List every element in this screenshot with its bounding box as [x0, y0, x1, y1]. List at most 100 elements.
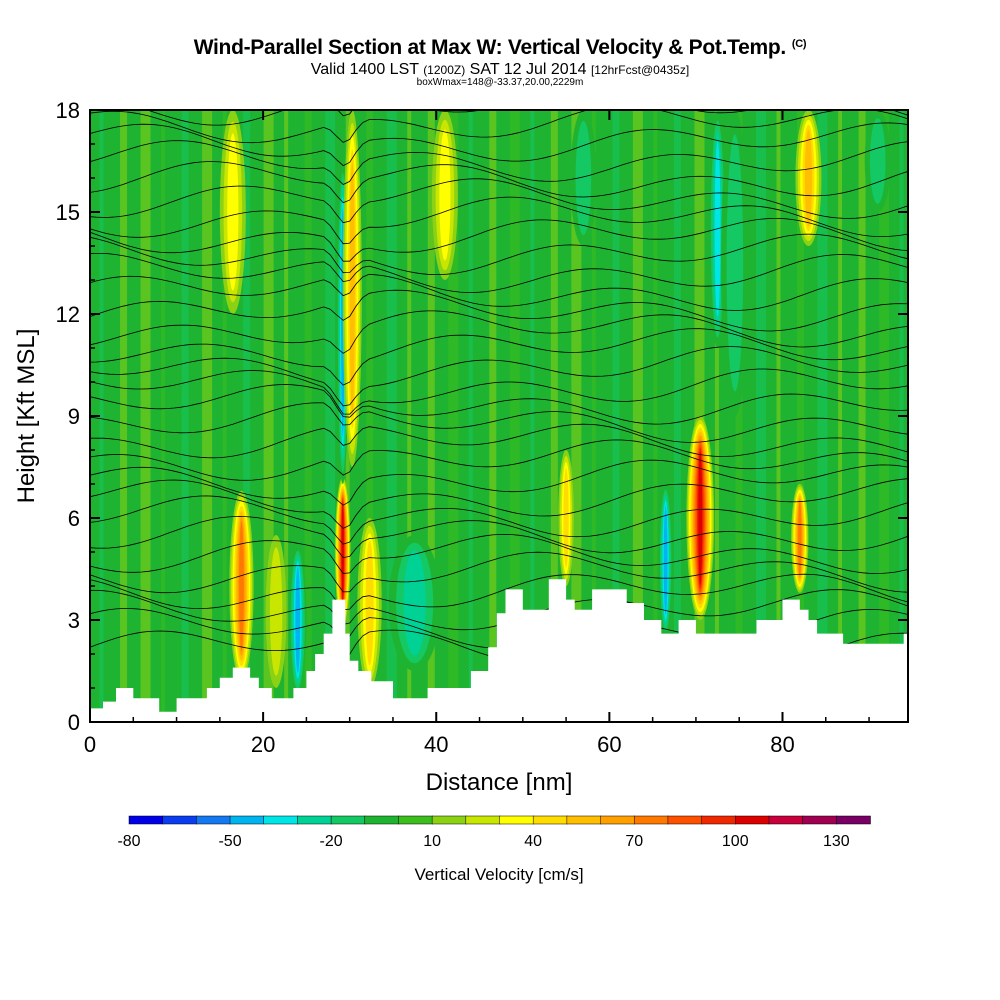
colorbar-swatch — [566, 815, 602, 825]
colorbar-swatch — [836, 815, 871, 825]
terrain — [90, 579, 908, 722]
isentrope-line — [90, 233, 908, 275]
isentrope-line — [90, 273, 908, 311]
velocity-streak — [243, 110, 251, 722]
colorbar-swatch — [398, 815, 433, 825]
isentrope-line — [90, 495, 908, 545]
isentrope-line — [90, 196, 908, 245]
y-tick-label: 18 — [56, 98, 80, 123]
isentrope-line — [90, 533, 908, 574]
x-axis-title: Distance [nm] — [426, 769, 573, 796]
x-tick-label: 0 — [84, 732, 96, 757]
colorbar-label: 100 — [722, 833, 749, 850]
y-axis: 0 3 6 9 12 15 18 — [56, 98, 908, 735]
y-tick-label: 9 — [68, 404, 80, 429]
velocity-cell — [341, 502, 344, 602]
velocity-streak — [550, 110, 558, 722]
colorbar-swatch — [532, 815, 568, 825]
velocity-streak — [838, 110, 843, 722]
velocity-streak — [797, 110, 805, 722]
velocity-cell — [563, 468, 569, 568]
chart-title: Wind-Parallel Section at Max W: Vertical… — [0, 36, 1000, 60]
velocity-streak — [714, 110, 719, 722]
velocity-streak — [263, 110, 274, 722]
velocity-cell — [575, 120, 592, 236]
velocity-cell — [439, 129, 451, 261]
velocity-streak — [858, 110, 866, 722]
colorbar-swatch — [499, 815, 534, 825]
velocity-cell — [726, 134, 744, 392]
velocity-streak — [755, 110, 766, 722]
isentrope-line — [90, 384, 908, 425]
y-tick-label: 6 — [68, 506, 80, 531]
velocity-streak — [509, 110, 520, 722]
colorbar-swatch — [196, 815, 231, 825]
velocity-streak — [653, 110, 658, 722]
velocity-streak — [140, 110, 151, 722]
velocity-streak — [181, 110, 189, 722]
isentrope-line — [90, 459, 908, 506]
velocity-cell — [804, 129, 812, 227]
colorbar-swatch — [667, 815, 703, 825]
isentrope-line — [90, 573, 908, 611]
velocity-streak — [673, 110, 681, 722]
isentrope-line — [90, 310, 908, 354]
y-tick-label: 0 — [68, 710, 80, 735]
colorbar-swatch — [263, 815, 299, 825]
isentrope-line — [90, 439, 908, 481]
isentrope-line — [90, 218, 908, 262]
velocity-streak — [386, 110, 397, 722]
valid-time: Valid 1400 LST — [310, 61, 419, 78]
colorbar-label: 130 — [823, 833, 850, 850]
isentrope-line — [90, 515, 908, 559]
velocity-cell — [365, 540, 374, 666]
colorbar-swatch — [701, 815, 737, 825]
velocity-streak — [612, 110, 620, 722]
colorbar-label: 70 — [625, 833, 643, 850]
colorbar-label: -50 — [218, 833, 241, 850]
isentrope-line — [90, 328, 908, 386]
colorbar-label: -80 — [117, 833, 140, 850]
colorbar-title: Vertical Velocity [cm/s] — [414, 865, 583, 884]
chart-subtitle: Valid 1400 LST (1200Z) SAT 12 Jul 2014 [… — [0, 61, 1000, 79]
velocity-streak — [366, 110, 374, 722]
colorbar-swatch — [364, 815, 400, 825]
velocity-streak — [468, 110, 473, 722]
colorbar: -80 -50 -20 10 40 70 100 130 — [117, 815, 871, 850]
colorbar-label: 40 — [524, 833, 542, 850]
velocity-cell — [663, 506, 668, 615]
x-tick-label: 80 — [770, 732, 794, 757]
velocity-streak — [448, 110, 459, 722]
x-tick-label: 60 — [597, 732, 621, 757]
y-tick-label: 12 — [56, 302, 80, 327]
velocity-streak — [222, 110, 227, 722]
isentrope-line — [90, 253, 908, 293]
velocity-streak — [489, 110, 497, 722]
isentrope-line — [90, 289, 908, 332]
colorbar-swatch — [330, 815, 366, 825]
colorbar-swatch — [431, 815, 467, 825]
velocity-cell — [269, 547, 283, 676]
velocity-streak — [202, 110, 213, 722]
velocity-cell — [295, 566, 301, 674]
isentrope-line — [90, 178, 908, 224]
velocity-streak — [161, 110, 166, 722]
box-info: boxWmax=148@-33.37,20.00,2229m — [416, 77, 584, 88]
isentrope-line — [90, 423, 908, 459]
copyright-mark: (C) — [791, 38, 807, 50]
x-tick-label: 20 — [251, 732, 275, 757]
velocity-streak — [120, 110, 128, 722]
velocity-streak — [325, 110, 336, 722]
velocity-streak — [407, 110, 412, 722]
velocity-cell — [239, 521, 244, 651]
colorbar-swatch — [465, 815, 501, 825]
valid-date: SAT 12 Jul 2014 — [469, 61, 587, 78]
colorbar-swatch — [600, 815, 635, 825]
velocity-cell — [403, 550, 426, 656]
velocity-streak — [591, 110, 596, 722]
title-text: Wind-Parallel Section at Max W: Vertical… — [193, 36, 787, 59]
isentrope-line — [90, 140, 908, 185]
colorbar-label: 10 — [423, 833, 441, 850]
velocity-streak — [817, 110, 828, 722]
